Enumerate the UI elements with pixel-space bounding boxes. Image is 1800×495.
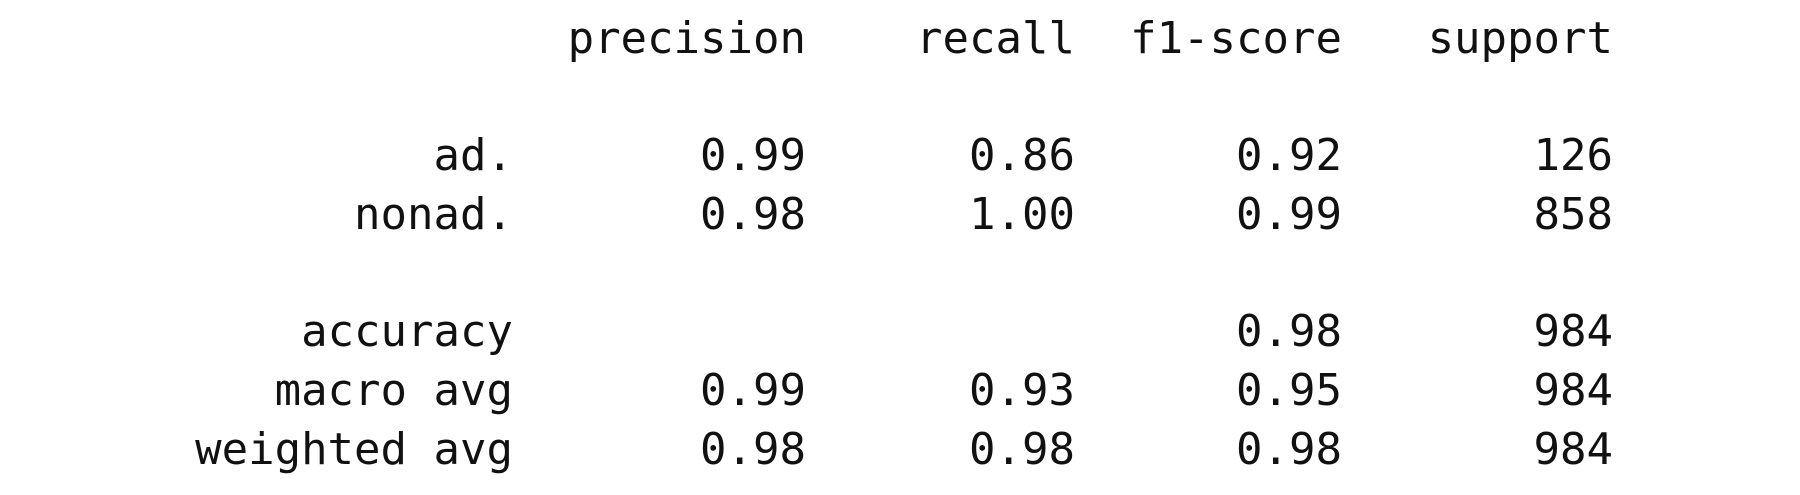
recall-value: 0.86 bbox=[969, 130, 1075, 181]
header-recall: recall bbox=[916, 13, 1075, 64]
row-label: accuracy bbox=[301, 306, 513, 357]
header-row: precision recall f1-score support bbox=[0, 14, 1800, 64]
row-label: macro avg bbox=[274, 365, 513, 416]
row-ad: ad. 0.99 0.86 0.92 126 bbox=[0, 131, 1800, 181]
precision-value: 0.99 bbox=[700, 365, 806, 416]
row-nonad: nonad. 0.98 1.00 0.99 858 bbox=[0, 190, 1800, 240]
recall-value bbox=[830, 307, 1075, 357]
row-label: ad. bbox=[433, 130, 513, 181]
row-weighted-avg: weighted avg 0.98 0.98 0.98 984 bbox=[0, 425, 1800, 475]
row-label: weighted avg bbox=[195, 424, 513, 475]
recall-value: 1.00 bbox=[969, 189, 1075, 240]
recall-value: 0.98 bbox=[969, 424, 1075, 475]
row-macro-avg: macro avg 0.99 0.93 0.95 984 bbox=[0, 366, 1800, 416]
support-value: 984 bbox=[1533, 365, 1613, 416]
support-value: 984 bbox=[1533, 424, 1613, 475]
f1-score-value: 0.98 bbox=[1236, 306, 1342, 357]
f1-score-value: 0.92 bbox=[1236, 130, 1342, 181]
row-label: nonad. bbox=[354, 189, 513, 240]
precision-value: 0.98 bbox=[700, 424, 806, 475]
precision-value: 0.98 bbox=[700, 189, 806, 240]
header-precision: precision bbox=[567, 13, 806, 64]
precision-value: 0.99 bbox=[700, 130, 806, 181]
f1-score-value: 0.98 bbox=[1236, 424, 1342, 475]
precision-value bbox=[540, 307, 806, 357]
support-value: 126 bbox=[1533, 130, 1613, 181]
f1-score-value: 0.99 bbox=[1236, 189, 1342, 240]
header-support: support bbox=[1427, 13, 1613, 64]
f1-score-value: 0.95 bbox=[1236, 365, 1342, 416]
row-accuracy: accuracy 0.98 984 bbox=[0, 307, 1800, 357]
support-value: 984 bbox=[1533, 306, 1613, 357]
recall-value: 0.93 bbox=[969, 365, 1075, 416]
header-f1-score: f1-score bbox=[1130, 13, 1342, 64]
support-value: 858 bbox=[1533, 189, 1613, 240]
